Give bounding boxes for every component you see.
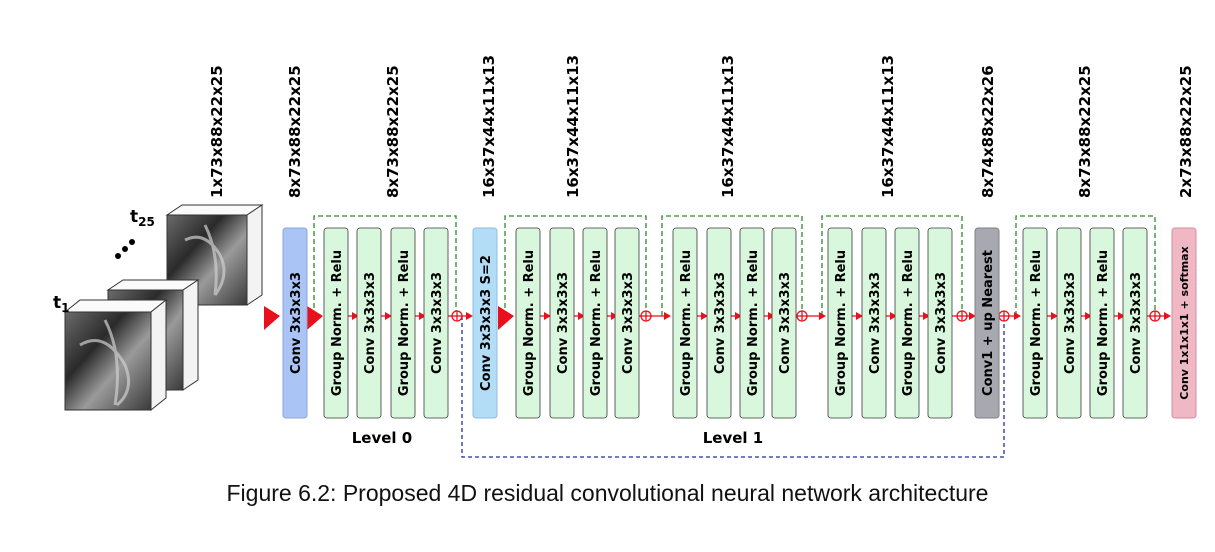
- sum-node-2: [796, 310, 808, 322]
- svg-text:Group Norm. + Relu: Group Norm. + Relu: [901, 250, 916, 396]
- svg-text:Group Norm. + Relu: Group Norm. + Relu: [679, 250, 694, 396]
- residual-block-level1-a: Group Norm. + Relu Conv 3x3x3x3 Group No…: [515, 227, 640, 419]
- svg-text:Conv 3x3x3x3 S=2: Conv 3x3x3x3 S=2: [479, 255, 494, 391]
- svg-text:Conv 3x3x3x3: Conv 3x3x3x3: [868, 272, 883, 374]
- svg-text:Group Norm. + Relu: Group Norm. + Relu: [522, 250, 537, 396]
- ellipsis-dots: [115, 239, 135, 259]
- sum-node-0: [451, 310, 463, 322]
- summation-nodes: [451, 310, 1161, 322]
- network-blocks: Conv 3x3x3x3 Group Norm. + Relu Conv 3x3…: [282, 227, 1197, 419]
- dim-label-3: 16x37x44x11x13: [480, 55, 498, 198]
- residual-skip-level1-a: [504, 215, 647, 316]
- dim-label-2: 8x73x88x22x25: [384, 65, 402, 198]
- conv-output-block: Conv 1x1x1x1 + softmax: [1171, 227, 1197, 419]
- dim-label-6: 16x37x44x11x13: [879, 55, 897, 198]
- residual-skip-level0: [313, 215, 457, 316]
- dim-label-4: 16x37x44x11x13: [564, 55, 582, 198]
- residual-skip-final: [1015, 215, 1156, 316]
- arrow-stride: [498, 306, 514, 330]
- svg-text:Conv 3x3x3x3: Conv 3x3x3x3: [289, 272, 304, 374]
- sum-node-3: [956, 310, 968, 322]
- svg-text:Conv 3x3x3x3: Conv 3x3x3x3: [556, 272, 571, 374]
- residual-skip-level1-c: [821, 215, 963, 316]
- figure-caption: Figure 6.2: Proposed 4D residual convolu…: [226, 480, 989, 506]
- input-frame-first: [63, 298, 168, 412]
- svg-text:Group Norm. + Relu: Group Norm. + Relu: [1096, 250, 1111, 396]
- dim-label-0: 1x73x88x22x25: [208, 65, 226, 198]
- dim-label-7: 8x74x88x22x26: [979, 65, 997, 198]
- svg-text:Conv1 + up Nearest: Conv1 + up Nearest: [981, 250, 996, 396]
- conv-upsample-block: Conv1 + up Nearest: [974, 227, 1000, 419]
- svg-text:Group Norm. + Relu: Group Norm. + Relu: [330, 250, 345, 396]
- conv-input-block: Conv 3x3x3x3: [282, 227, 308, 419]
- svg-text:Group Norm. + Relu: Group Norm. + Relu: [397, 250, 412, 396]
- residual-block-final: Group Norm. + Relu Conv 3x3x3x3 Group No…: [1022, 227, 1148, 419]
- residual-block-level1-c: Group Norm. + Relu Conv 3x3x3x3 Group No…: [827, 227, 953, 419]
- svg-text:Group Norm. + Relu: Group Norm. + Relu: [834, 250, 849, 396]
- input-label-last: t25: [130, 207, 155, 229]
- flow-arrows: [264, 306, 1171, 330]
- residual-skip-level1-b: [661, 215, 803, 316]
- sum-node-4: [998, 310, 1010, 322]
- svg-text:Group Norm. + Relu: Group Norm. + Relu: [1029, 250, 1044, 396]
- svg-text:Conv 3x3x3x3: Conv 3x3x3x3: [363, 272, 378, 374]
- input-label-first: t1: [53, 293, 70, 315]
- dim-label-9: 2x73x88x22x25: [1177, 65, 1195, 198]
- svg-text:Conv 1x1x1x1 + softmax: Conv 1x1x1x1 + softmax: [1178, 246, 1191, 399]
- dim-label-1: 8x73x88x22x25: [286, 65, 304, 198]
- residual-block-level0: Group Norm. + Relu Conv 3x3x3x3 Group No…: [323, 227, 449, 419]
- conv-stride-block: Conv 3x3x3x3 S=2: [472, 227, 498, 419]
- level-1-label: Level 1: [703, 429, 763, 447]
- svg-text:Conv 3x3x3x3: Conv 3x3x3x3: [621, 272, 636, 374]
- svg-text:Conv 3x3x3x3: Conv 3x3x3x3: [713, 272, 728, 374]
- dim-label-8: 8x73x88x22x25: [1076, 65, 1094, 198]
- sum-node-5: [1149, 310, 1161, 322]
- input-volume-stack: t25 t1: [53, 204, 264, 412]
- svg-text:Conv 3x3x3x3: Conv 3x3x3x3: [1129, 272, 1144, 374]
- residual-skip-connections: [313, 215, 1156, 316]
- svg-text:Conv 3x3x3x3: Conv 3x3x3x3: [934, 272, 949, 374]
- svg-text:Conv 3x3x3x3: Conv 3x3x3x3: [430, 272, 445, 374]
- arrow-input: [264, 306, 280, 330]
- long-skip-connection: [461, 316, 1005, 458]
- dimension-labels: 1x73x88x22x25 8x73x88x22x25 8x73x88x22x2…: [208, 55, 1195, 198]
- svg-text:Group Norm. + Relu: Group Norm. + Relu: [589, 250, 604, 396]
- residual-block-level1-b: Group Norm. + Relu Conv 3x3x3x3 Group No…: [672, 227, 797, 419]
- svg-text:Group Norm. + Relu: Group Norm. + Relu: [746, 250, 761, 396]
- dim-label-5: 16x37x44x11x13: [719, 55, 737, 198]
- level-0-label: Level 0: [352, 429, 412, 447]
- svg-text:Conv 3x3x3x3: Conv 3x3x3x3: [778, 272, 793, 374]
- sum-node-1: [640, 310, 652, 322]
- svg-text:Conv 3x3x3x3: Conv 3x3x3x3: [1063, 272, 1078, 374]
- arrow-conv-in: [307, 306, 323, 330]
